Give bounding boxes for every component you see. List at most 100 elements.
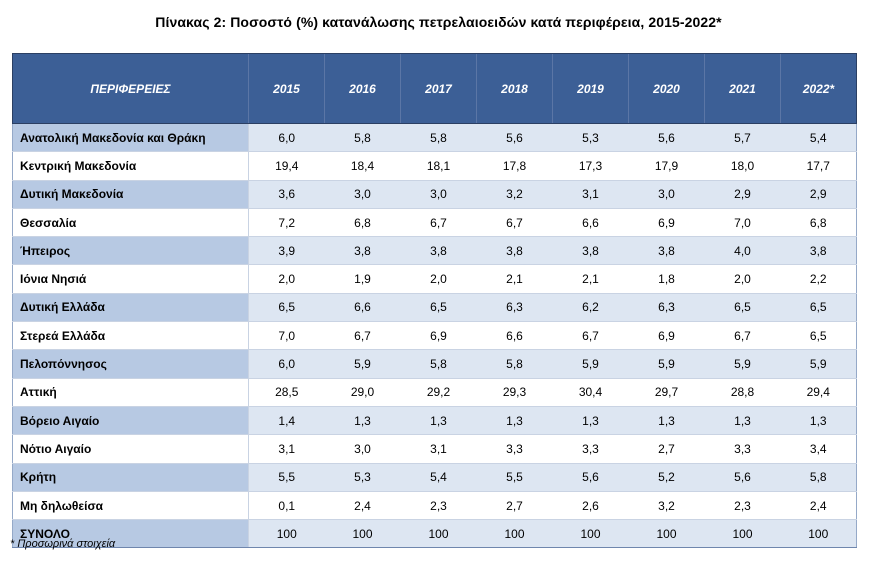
value-cell: 5,8 xyxy=(324,123,401,153)
value-cell: 5,2 xyxy=(628,463,705,492)
value-cell: 18,0 xyxy=(704,151,781,181)
value-cell: 3,2 xyxy=(628,491,705,521)
value-cell: 2,0 xyxy=(248,264,325,294)
value-cell: 6,9 xyxy=(400,321,477,351)
value-cell: 6,8 xyxy=(324,208,401,238)
value-cell: 3,1 xyxy=(400,434,477,464)
region-name: Βόρειο Αιγαίο xyxy=(12,406,249,436)
value-cell: 1,3 xyxy=(780,406,857,436)
value-cell: 18,1 xyxy=(400,151,477,181)
header-regions: ΠΕΡΙΦΕΡΕΙΕΣ xyxy=(12,53,249,124)
value-cell: 6,7 xyxy=(324,321,401,351)
region-name: ΣΥΝΟΛΟ xyxy=(12,519,249,549)
region-name: Στερεά Ελλάδα xyxy=(12,321,249,351)
header-year: 2021 xyxy=(704,53,781,124)
table-row: Ανατολική Μακεδονία και Θράκη 6,0 5,8 5,8 5,… xyxy=(12,123,857,153)
value-cell: 3,1 xyxy=(248,434,325,464)
region-name: Δυτική Ελλάδα xyxy=(12,293,249,323)
value-cell: 5,5 xyxy=(248,463,325,492)
value-cell: 17,3 xyxy=(552,151,629,181)
table-row: Κεντρική Μακεδονία 19,4 18,4 18,1 17,8 17,3 17… xyxy=(12,151,857,181)
value-cell: 17,7 xyxy=(780,151,857,181)
region-name: Μη δηλωθείσα xyxy=(12,491,249,521)
value-cell: 100 xyxy=(780,519,857,549)
table-row: Κρήτη 5,5 5,3 5,4 5,5 5,6 5,2 5,6 5,8 xyxy=(12,463,857,492)
value-cell: 5,9 xyxy=(628,349,705,379)
value-cell: 3,2 xyxy=(476,180,553,209)
region-name: Δυτική Μακεδονία xyxy=(12,180,249,209)
value-cell: 29,2 xyxy=(400,378,477,407)
value-cell: 5,8 xyxy=(400,349,477,379)
value-cell: 6,7 xyxy=(400,208,477,238)
value-cell: 6,9 xyxy=(628,321,705,351)
value-cell: 5,8 xyxy=(780,463,857,492)
value-cell: 29,7 xyxy=(628,378,705,407)
value-cell: 6,5 xyxy=(780,321,857,351)
table-row: Στερεά Ελλάδα 7,0 6,7 6,9 6,6 6,7 6,9 6,7 6,5 xyxy=(12,321,857,351)
table-row: ΣΥΝΟΛΟ 100 100 100 100 100 100 100 100 xyxy=(12,519,857,549)
table-row: Πελοπόννησος 6,0 5,9 5,8 5,8 5,9 5,9 5,9 5,9 xyxy=(12,349,857,379)
table-row: Ήπειρος 3,9 3,8 3,8 3,8 3,8 3,8 4,0 3,8 xyxy=(12,236,857,266)
value-cell: 7,2 xyxy=(248,208,325,238)
value-cell: 3,8 xyxy=(324,236,401,266)
table-row: Αττική 28,5 29,0 29,2 29,3 30,4 29,7 28,8 29,4 xyxy=(12,378,857,407)
value-cell: 1,3 xyxy=(324,406,401,436)
value-cell: 2,3 xyxy=(704,491,781,521)
header-year: 2017 xyxy=(400,53,477,124)
value-cell: 5,6 xyxy=(476,123,553,153)
table-title: Πίνακας 2: Ποσοστό (%) κατανάλωσης πετρε… xyxy=(155,14,722,30)
value-cell: 30,4 xyxy=(552,378,629,407)
value-cell: 1,3 xyxy=(704,406,781,436)
value-cell: 2,7 xyxy=(476,491,553,521)
value-cell: 5,6 xyxy=(628,123,705,153)
value-cell: 6,5 xyxy=(780,293,857,323)
header-year: 2022* xyxy=(780,53,857,124)
value-cell: 6,6 xyxy=(324,293,401,323)
value-cell: 5,3 xyxy=(324,463,401,492)
value-cell: 3,8 xyxy=(552,236,629,266)
region-name: Νότιο Αιγαίο xyxy=(12,434,249,464)
value-cell: 1,3 xyxy=(476,406,553,436)
value-cell: 3,8 xyxy=(628,236,705,266)
value-cell: 6,7 xyxy=(704,321,781,351)
value-cell: 2,1 xyxy=(552,264,629,294)
value-cell: 3,9 xyxy=(248,236,325,266)
value-cell: 6,3 xyxy=(476,293,553,323)
value-cell: 5,6 xyxy=(552,463,629,492)
value-cell: 100 xyxy=(324,519,401,549)
value-cell: 6,6 xyxy=(552,208,629,238)
value-cell: 3,0 xyxy=(324,180,401,209)
region-name: Κρήτη xyxy=(12,463,249,492)
value-cell: 5,9 xyxy=(780,349,857,379)
value-cell: 2,4 xyxy=(780,491,857,521)
value-cell: 100 xyxy=(704,519,781,549)
value-cell: 100 xyxy=(628,519,705,549)
region-name: Ήπειρος xyxy=(12,236,249,266)
value-cell: 2,0 xyxy=(704,264,781,294)
value-cell: 6,8 xyxy=(780,208,857,238)
header-year: 2015 xyxy=(248,53,325,124)
value-cell: 2,9 xyxy=(780,180,857,209)
value-cell: 3,3 xyxy=(552,434,629,464)
value-cell: 1,4 xyxy=(248,406,325,436)
value-cell: 1,3 xyxy=(628,406,705,436)
value-cell: 6,3 xyxy=(628,293,705,323)
value-cell: 6,6 xyxy=(476,321,553,351)
value-cell: 3,0 xyxy=(324,434,401,464)
region-name: Θεσσαλία xyxy=(12,208,249,238)
value-cell: 2,3 xyxy=(400,491,477,521)
value-cell: 2,6 xyxy=(552,491,629,521)
value-cell: 100 xyxy=(400,519,477,549)
value-cell: 1,9 xyxy=(324,264,401,294)
value-cell: 29,4 xyxy=(780,378,857,407)
value-cell: 2,0 xyxy=(400,264,477,294)
value-cell: 100 xyxy=(248,519,325,549)
value-cell: 1,3 xyxy=(552,406,629,436)
value-cell: 3,8 xyxy=(476,236,553,266)
region-name: Ανατολική Μακεδονία και Θράκη xyxy=(12,123,249,153)
value-cell: 5,9 xyxy=(324,349,401,379)
table-row: Νότιο Αιγαίο 3,1 3,0 3,1 3,3 3,3 2,7 3,3 3,4 xyxy=(12,434,857,464)
value-cell: 3,6 xyxy=(248,180,325,209)
consumption-table: ΠΕΡΙΦΕΡΕΙΕΣ 2015 2016 2017 2018 2019 202… xyxy=(12,53,857,549)
value-cell: 6,5 xyxy=(704,293,781,323)
